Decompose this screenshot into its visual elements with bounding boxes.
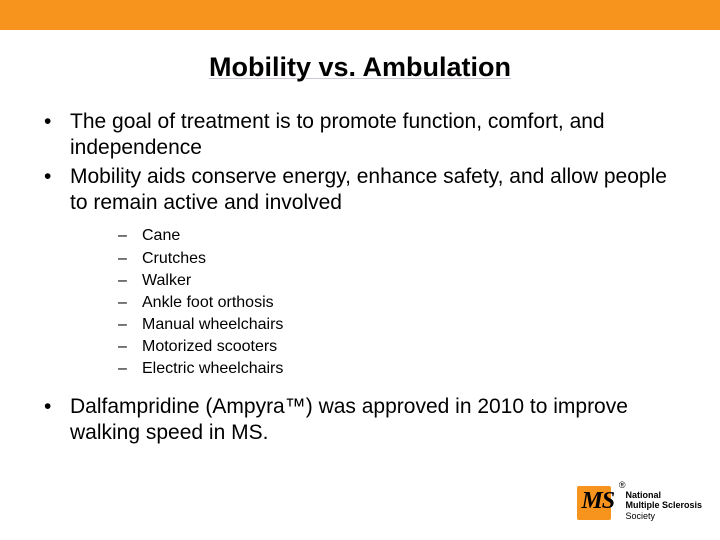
bullet-item: Mobility aids conserve energy, enhance s… [34,164,686,380]
bullet-item: The goal of treatment is to promote func… [34,109,686,160]
sub-item: Ankle foot orthosis [70,292,686,314]
slide-title: Mobility vs. Ambulation [0,52,720,83]
bullet-item: Dalfampridine (Ampyra™) was approved in … [34,394,686,445]
logo-ms-text: MS [581,488,614,515]
bullet-text: Mobility aids conserve energy, enhance s… [70,165,667,214]
sub-item: Manual wheelchairs [70,314,686,336]
sub-item: Cane [70,225,686,247]
sub-bullet-list: Cane Crutches Walker Ankle foot orthosis… [70,225,686,380]
top-accent-bar [0,0,720,30]
logo-mark: MS ® [577,480,619,522]
logo-line1: National [625,490,702,500]
logo-line2: Multiple Sclerosis [625,500,702,510]
logo-line3: Society [625,511,702,521]
logo-text: National Multiple Sclerosis Society [625,480,702,521]
sub-item: Electric wheelchairs [70,358,686,380]
slide-content: The goal of treatment is to promote func… [0,83,720,445]
sub-item: Crutches [70,248,686,270]
registered-icon: ® [619,480,626,490]
sub-item: Motorized scooters [70,336,686,358]
nmss-logo: MS ® National Multiple Sclerosis Society [577,480,702,522]
main-bullet-list: The goal of treatment is to promote func… [34,109,686,445]
sub-item: Walker [70,270,686,292]
